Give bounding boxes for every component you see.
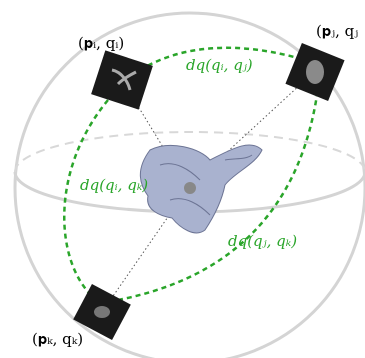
distance-label: dq(qᵢ, qⱼ) [186,56,253,74]
view-label: (𝐩ⱼ, qⱼ [316,22,358,40]
view-label: (𝐩ᵢ, qᵢ) [78,34,124,52]
view-label: (𝐩ₖ, qₖ) [32,330,83,348]
distance-label: dq(qⱼ, qₖ) [228,232,297,250]
diagram: (𝐩ᵢ, qᵢ) (𝐩ⱼ, qⱼ (𝐩ₖ, qₖ) dq(qᵢ, qⱼ) dq(… [0,0,365,358]
distance-label: dq(qᵢ, qₖ) [80,176,148,194]
molecule [140,145,262,233]
